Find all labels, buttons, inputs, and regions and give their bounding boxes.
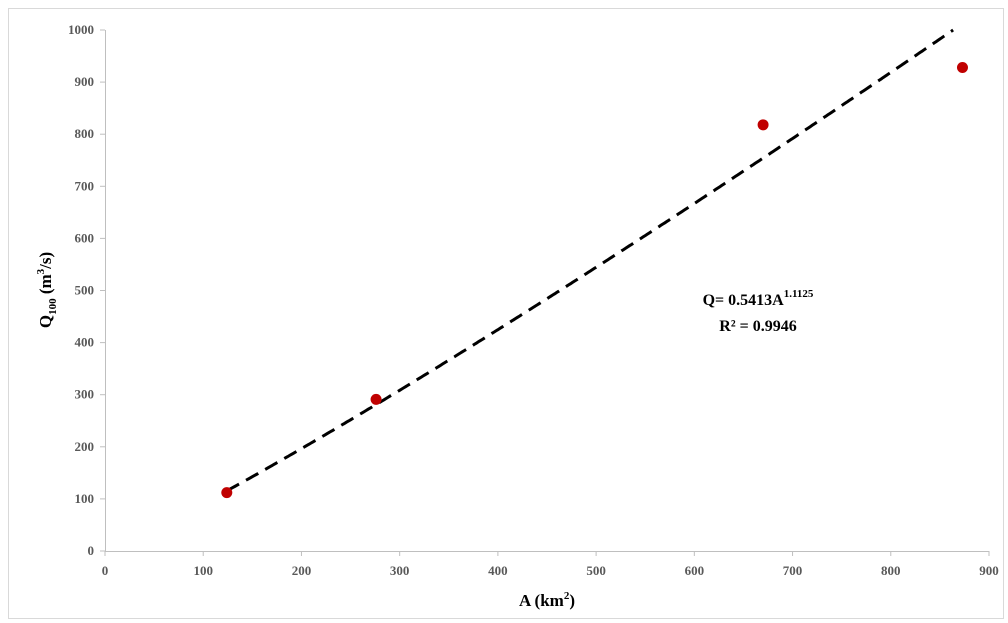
r-squared-label: R² = 0.9946 [719, 318, 796, 335]
y-axis-title: Q100 (m3/s) [35, 252, 59, 328]
x-axis-title-sup: 2 [564, 590, 570, 602]
y-tick-label: 700 [75, 178, 95, 193]
x-axis-title-tail: ) [569, 591, 575, 610]
y-tick-label: 800 [75, 126, 95, 141]
y-axis-title-sub: 100 [47, 298, 59, 315]
x-ticks: 0 100 200 300 400 500 600 700 800 900 [102, 551, 999, 578]
y-ticks: 0 100 200 300 400 500 600 700 800 900 1000 [68, 22, 105, 558]
y-tick-label: 400 [75, 335, 95, 350]
trendline [226, 28, 954, 493]
x-axis-title: A (km2) [519, 590, 575, 610]
y-tick-label: 100 [75, 491, 95, 506]
x-tick-label: 100 [193, 563, 213, 578]
data-point [956, 62, 968, 74]
y-axis-title-base: Q [36, 315, 55, 328]
x-tick-label: 0 [102, 563, 109, 578]
x-tick-label: 300 [390, 563, 410, 578]
chart-border [8, 8, 1004, 619]
x-axis-title-base: A (km [519, 591, 564, 610]
x-tick-label: 600 [685, 563, 705, 578]
y-tick-label: 300 [75, 387, 95, 402]
data-point [757, 119, 769, 131]
y-tick-label: 200 [75, 439, 95, 454]
y-axis-title-tail: /s) [36, 252, 55, 270]
data-point [221, 487, 233, 499]
x-tick-label: 800 [881, 563, 901, 578]
x-tick-label: 500 [586, 563, 606, 578]
axes [105, 30, 989, 552]
equation-exponent: 1.1125 [784, 288, 814, 300]
data-point [370, 393, 382, 405]
x-tick-label: 700 [783, 563, 803, 578]
y-axis-title-sup: 3 [35, 268, 47, 274]
y-tick-label: 500 [75, 283, 95, 298]
x-tick-label: 400 [488, 563, 508, 578]
data-points [221, 62, 968, 499]
trendline-equation: Q= 0.5413A1.1125 [703, 288, 814, 309]
y-axis-title-mid: (m [36, 274, 55, 298]
y-tick-label: 600 [75, 230, 95, 245]
y-tick-label: 1000 [68, 22, 94, 37]
x-tick-label: 900 [979, 563, 999, 578]
equation-prefix: Q= 0.5413A [703, 292, 785, 309]
x-tick-label: 200 [292, 563, 312, 578]
y-tick-label: 0 [88, 543, 95, 558]
y-tick-label: 900 [75, 74, 95, 89]
